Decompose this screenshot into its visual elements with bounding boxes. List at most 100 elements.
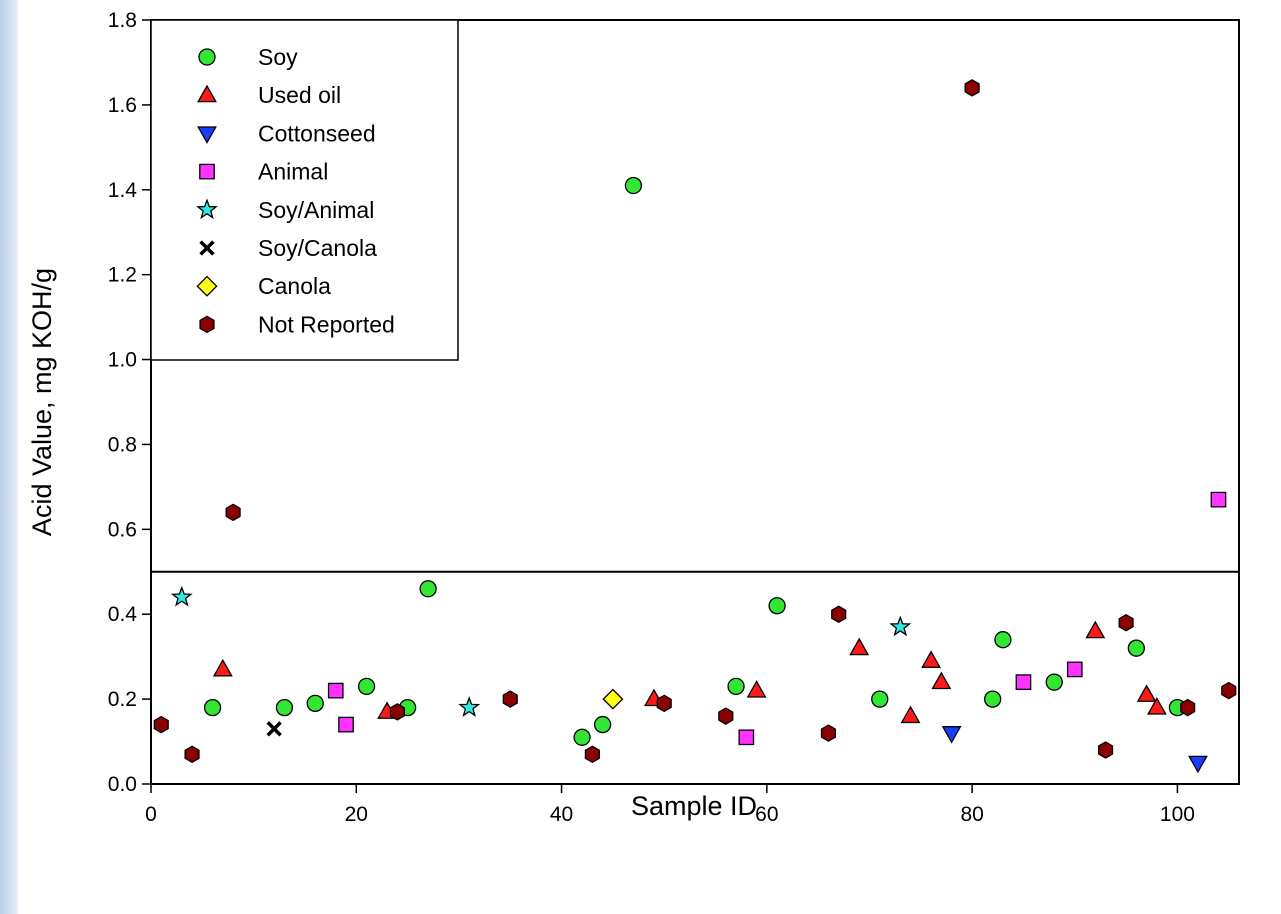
data-point bbox=[900, 705, 921, 724]
y-tick-label: 0.2 bbox=[108, 688, 137, 711]
legend-label: Used oil bbox=[258, 82, 341, 108]
data-point bbox=[1045, 673, 1063, 691]
data-point bbox=[820, 724, 837, 742]
data-point bbox=[327, 682, 344, 699]
data-points bbox=[153, 79, 1237, 774]
data-point bbox=[502, 690, 518, 708]
data-point bbox=[624, 176, 643, 195]
series-soy-animal bbox=[170, 585, 912, 717]
data-point bbox=[718, 707, 734, 725]
data-point bbox=[1210, 491, 1227, 508]
data-point bbox=[170, 585, 193, 607]
data-point bbox=[931, 671, 952, 690]
data-point bbox=[1085, 620, 1106, 639]
series-canola bbox=[602, 688, 624, 710]
x-tick-label: 60 bbox=[755, 803, 778, 826]
x-tick-label: 100 bbox=[1160, 803, 1195, 826]
y-tick-label: 1.6 bbox=[108, 94, 137, 117]
data-point bbox=[1066, 661, 1083, 678]
legend-box bbox=[150, 19, 459, 361]
legend-item: Soy/Animal bbox=[196, 197, 374, 223]
x-axis-ticks: 0 20 40 60 80 100 bbox=[145, 784, 1195, 826]
data-point bbox=[266, 721, 282, 737]
legend-marker bbox=[197, 126, 217, 144]
data-point bbox=[1127, 639, 1146, 657]
legend-marker bbox=[196, 275, 218, 297]
data-point bbox=[941, 726, 962, 744]
data-point bbox=[656, 694, 672, 713]
series-soy-canola bbox=[266, 721, 282, 737]
legend-item: Animal bbox=[199, 159, 328, 185]
data-point bbox=[1136, 684, 1157, 702]
data-point bbox=[419, 580, 437, 598]
legend-label: Soy/Animal bbox=[258, 197, 374, 223]
data-point bbox=[1188, 755, 1208, 774]
data-point bbox=[921, 650, 941, 668]
legend-marker bbox=[199, 163, 215, 180]
data-point bbox=[184, 745, 200, 764]
data-point bbox=[984, 690, 1002, 708]
data-point bbox=[593, 715, 612, 734]
y-tick-label: 0.4 bbox=[108, 603, 138, 626]
series-not-reported bbox=[153, 79, 1237, 764]
legend-marker bbox=[198, 48, 216, 66]
legend-item: Canola bbox=[196, 273, 331, 299]
data-point bbox=[338, 716, 354, 733]
data-point bbox=[1015, 674, 1032, 690]
legend-marker bbox=[196, 198, 218, 220]
legend-marker bbox=[199, 315, 215, 334]
legend-item: Soy bbox=[198, 44, 298, 70]
y-tick-label: 0.8 bbox=[108, 433, 137, 456]
series-used-oil bbox=[212, 620, 1167, 724]
data-point bbox=[1146, 697, 1167, 715]
y-tick-label: 1.2 bbox=[108, 264, 137, 287]
y-tick-label: 1.0 bbox=[108, 349, 137, 372]
data-point bbox=[573, 728, 591, 746]
y-axis-ticks: 0.0 0.2 0.4 0.6 0.8 1.0 1.2 1.4 1.6 1.8 bbox=[108, 9, 151, 796]
y-axis-title: Acid Value, mg KOH/g bbox=[27, 268, 57, 536]
legend-label: Canola bbox=[258, 273, 331, 299]
legend-label: Not Reported bbox=[258, 311, 395, 337]
data-point bbox=[871, 690, 889, 708]
series-animal bbox=[327, 491, 1227, 746]
x-axis-title: Sample ID bbox=[631, 791, 757, 821]
legend-label: Soy/Canola bbox=[258, 235, 377, 261]
legend-marker bbox=[197, 84, 217, 103]
legend-label: Animal bbox=[258, 159, 328, 185]
data-point bbox=[727, 677, 745, 696]
legend-marker bbox=[199, 240, 215, 256]
series-soy bbox=[203, 176, 1187, 746]
data-point bbox=[275, 698, 294, 717]
legend-label: Cottonseed bbox=[258, 120, 376, 146]
x-tick-label: 20 bbox=[345, 803, 368, 826]
data-point bbox=[225, 503, 241, 522]
data-point bbox=[994, 631, 1012, 649]
legend-item: Used oil bbox=[197, 82, 341, 108]
y-tick-label: 0.6 bbox=[108, 518, 137, 541]
plot-frame bbox=[150, 19, 1240, 785]
data-point bbox=[1118, 613, 1134, 632]
legend-item: Soy/Canola bbox=[199, 235, 377, 261]
legend-label: Soy bbox=[258, 44, 298, 70]
data-point bbox=[1180, 698, 1196, 717]
data-point bbox=[458, 696, 481, 717]
x-tick-label: 40 bbox=[550, 803, 573, 826]
data-point bbox=[389, 703, 405, 721]
data-point bbox=[212, 658, 233, 677]
legend-item: Not Reported bbox=[199, 311, 395, 337]
data-point bbox=[964, 79, 980, 97]
data-point bbox=[746, 680, 767, 698]
series-cottonseed bbox=[941, 726, 1208, 774]
x-tick-label: 0 bbox=[145, 803, 157, 826]
data-point bbox=[306, 694, 324, 713]
data-point bbox=[1097, 741, 1114, 759]
y-tick-label: 1.4 bbox=[108, 179, 138, 202]
data-point bbox=[831, 605, 847, 623]
side-gradient-strip bbox=[0, 0, 18, 914]
data-point bbox=[153, 715, 169, 734]
data-point bbox=[584, 745, 600, 764]
data-point bbox=[889, 615, 912, 637]
data-point bbox=[849, 637, 870, 656]
data-point bbox=[738, 729, 755, 746]
